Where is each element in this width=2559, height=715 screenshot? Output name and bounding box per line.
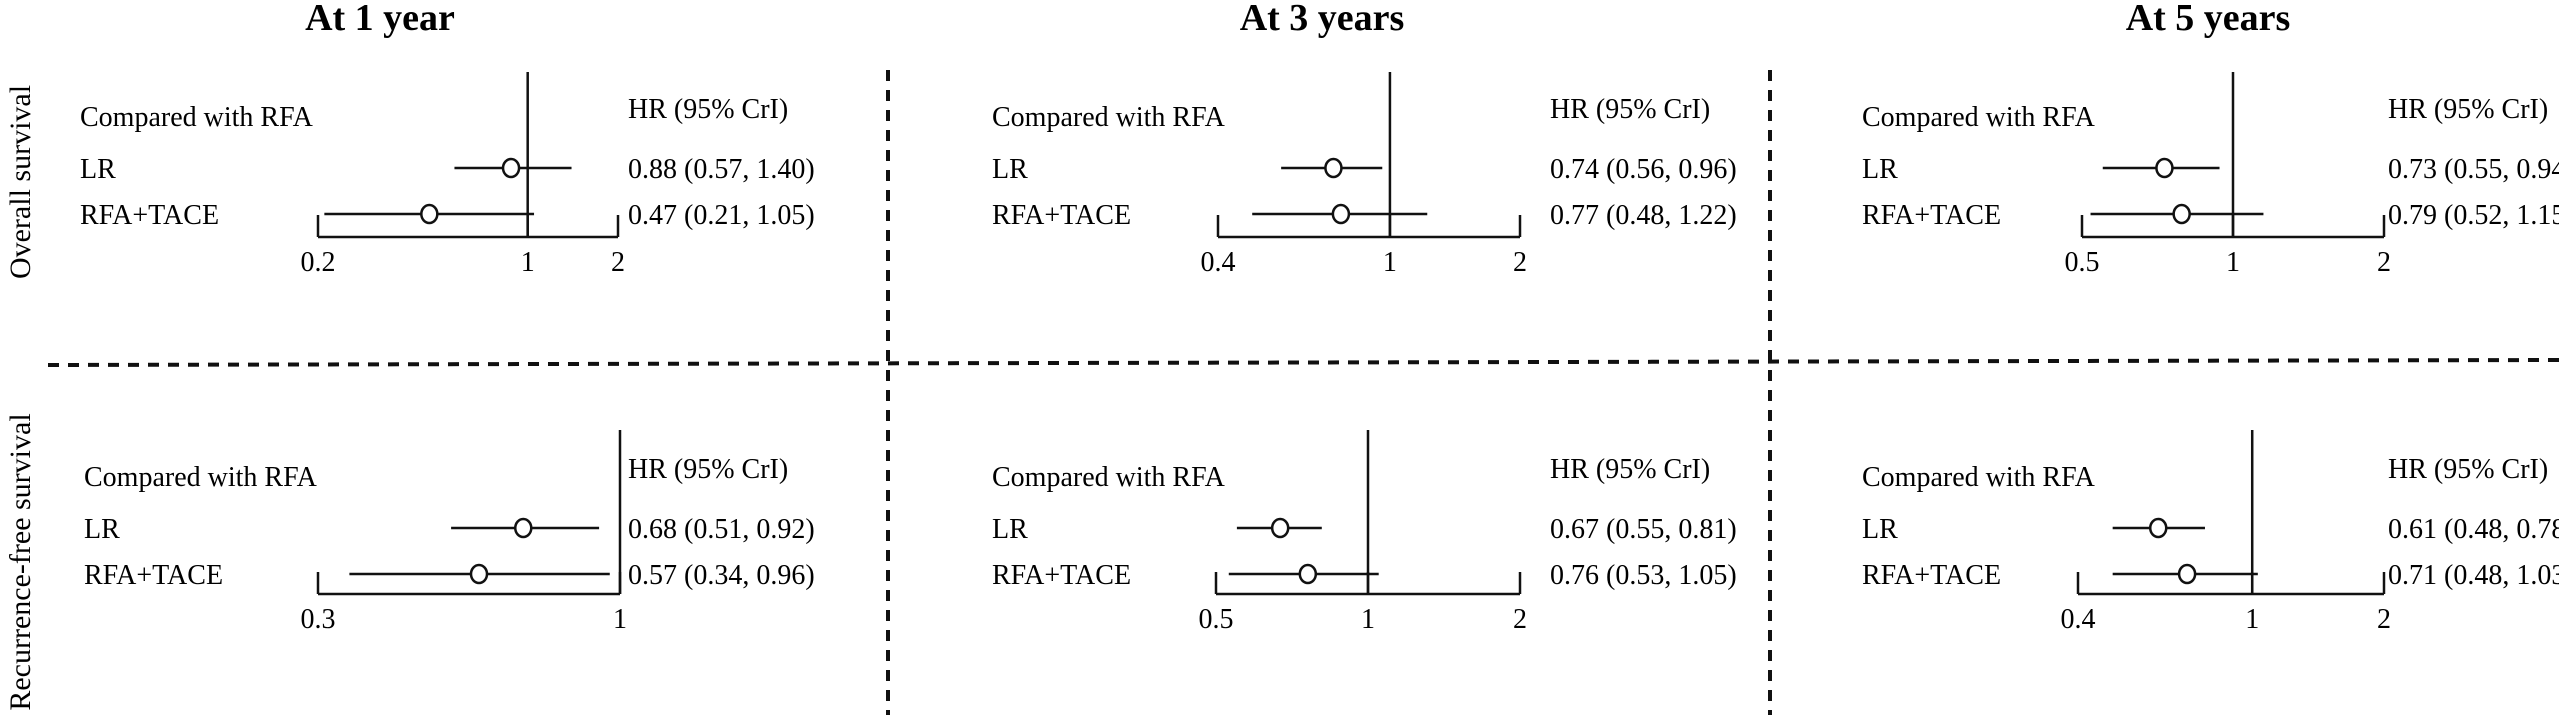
x-tick-label: 2 — [1513, 247, 1527, 278]
panel-subtitle: Compared with RFA — [1862, 102, 2096, 133]
column-title-5-years: At 5 years — [2126, 0, 2291, 39]
row-label: LR — [1862, 154, 1898, 185]
forest-panel: Compared with RFA HR (95% CrI) 0.4 1 2 LR 0.74… — [992, 72, 1737, 278]
x-tick-label: 2 — [2377, 247, 2391, 278]
divider-horizontal — [47, 358, 2559, 367]
hr-point-marker — [420, 203, 439, 225]
row-label: LR — [992, 154, 1028, 185]
hr-point-marker — [2177, 563, 2197, 585]
hr-point-marker — [2148, 517, 2168, 539]
hr-point-marker — [1298, 563, 1318, 585]
row-label: LR — [80, 154, 116, 185]
x-tick-label: 1 — [613, 604, 627, 635]
forest-panel: Compared with RFA HR (95% CrI) 0.5 1 2 LR 0.73… — [1862, 72, 2559, 278]
hr-value-text: 0.79 (0.52, 1.15) — [2388, 200, 2559, 231]
x-tick-label: 1 — [2245, 604, 2259, 635]
row-label: LR — [992, 514, 1028, 545]
forest-panel: Compared with RFA HR (95% CrI) 0.2 1 2 LR 0.88… — [80, 72, 815, 278]
forest-panel: Compared with RFA HR (95% CrI) 0.3 1 LR 0.68 … — [84, 430, 815, 635]
panel-subtitle: Compared with RFA — [1862, 462, 2096, 493]
row-label: LR — [84, 514, 120, 545]
estimate-header: HR (95% CrI) — [628, 454, 788, 485]
panel-subtitle: Compared with RFA — [80, 102, 314, 133]
hr-point-marker — [514, 517, 533, 539]
x-tick-label: 0.2 — [301, 247, 336, 278]
x-tick-label: 0.5 — [2065, 247, 2100, 278]
hr-value-text: 0.67 (0.55, 0.81) — [1550, 514, 1737, 545]
estimate-header: HR (95% CrI) — [1550, 94, 1710, 125]
x-tick-label: 1 — [521, 247, 535, 278]
hr-value-text: 0.74 (0.56, 0.96) — [1550, 154, 1737, 185]
hr-value-text: 0.88 (0.57, 1.40) — [628, 154, 815, 185]
hr-value-text: 0.77 (0.48, 1.22) — [1550, 200, 1737, 231]
x-tick-label: 0.4 — [2061, 604, 2096, 635]
estimate-header: HR (95% CrI) — [1550, 454, 1710, 485]
x-tick-label: 2 — [611, 247, 625, 278]
hr-point-marker — [2172, 203, 2191, 225]
x-tick-label: 1 — [1383, 247, 1397, 278]
row-title-overall-survival: Overall survival — [4, 85, 37, 279]
row-label: RFA+TACE — [84, 560, 223, 591]
row-label: RFA+TACE — [992, 200, 1131, 231]
hr-point-marker — [2155, 157, 2174, 179]
hr-value-text: 0.57 (0.34, 0.96) — [628, 560, 815, 591]
hr-value-text: 0.76 (0.53, 1.05) — [1550, 560, 1737, 591]
panel-subtitle: Compared with RFA — [992, 102, 1226, 133]
row-label: LR — [1862, 514, 1898, 545]
hr-value-text: 0.73 (0.55, 0.94) — [2388, 154, 2559, 185]
hr-value-text: 0.61 (0.48, 0.78) — [2388, 514, 2559, 545]
x-tick-label: 0.5 — [1199, 604, 1234, 635]
x-tick-label: 2 — [1513, 604, 1527, 635]
panel-subtitle: Compared with RFA — [992, 462, 1226, 493]
row-label: RFA+TACE — [80, 200, 219, 231]
hr-point-marker — [1270, 517, 1290, 539]
hr-value-text: 0.71 (0.48, 1.03) — [2388, 560, 2559, 591]
hr-value-text: 0.68 (0.51, 0.92) — [628, 514, 815, 545]
estimate-header: HR (95% CrI) — [628, 94, 788, 125]
estimate-header: HR (95% CrI) — [2388, 454, 2548, 485]
hr-point-marker — [501, 157, 521, 179]
column-title-3-years: At 3 years — [1240, 0, 1405, 39]
hr-value-text: 0.47 (0.21, 1.05) — [628, 200, 815, 231]
column-title-1-year: At 1 year — [305, 0, 455, 39]
row-label: RFA+TACE — [1862, 560, 2001, 591]
hr-point-marker — [1324, 157, 1343, 179]
estimate-header: HR (95% CrI) — [2388, 94, 2548, 125]
forest-panel: Compared with RFA HR (95% CrI) 0.4 1 2 LR 0.61… — [1862, 430, 2559, 635]
panel-subtitle: Compared with RFA — [84, 462, 318, 493]
x-tick-label: 1 — [2226, 247, 2240, 278]
x-tick-label: 0.3 — [301, 604, 336, 635]
hr-point-marker — [1331, 203, 1351, 225]
row-title-recurrence-free-survival: Recurrence-free survival — [4, 413, 37, 710]
x-tick-label: 1 — [1361, 604, 1375, 635]
forest-panel: Compared with RFA HR (95% CrI) 0.5 1 2 LR 0.67… — [992, 430, 1737, 635]
forest-panels: Compared with RFA HR (95% CrI) 0.2 1 2 LR 0.88… — [80, 72, 2559, 635]
hr-point-marker — [469, 563, 489, 585]
x-tick-label: 2 — [2377, 604, 2391, 635]
row-label: RFA+TACE — [1862, 200, 2001, 231]
row-label: RFA+TACE — [992, 560, 1131, 591]
x-tick-label: 0.4 — [1201, 247, 1236, 278]
